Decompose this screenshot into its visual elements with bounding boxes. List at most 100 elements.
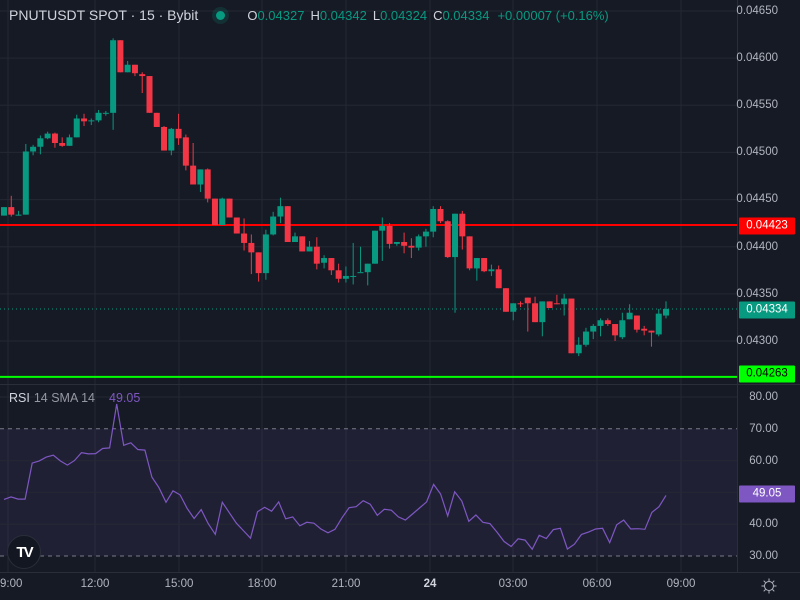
candle-body <box>248 242 255 253</box>
candle-body <box>44 133 51 139</box>
rsi-axis-label: 60.00 <box>749 455 778 467</box>
candle-body <box>422 231 429 237</box>
last-price-tag: 0.04334 <box>739 301 795 319</box>
candle-body <box>270 216 277 235</box>
candle-body <box>241 233 248 243</box>
symbol-legend: PNUTUSDT SPOT · 15 · Bybit O 0.04327 H 0.0… <box>9 7 609 23</box>
candle-body <box>211 198 218 226</box>
change-value: +0.00007 (+0.16%) <box>497 7 609 23</box>
rsi-value-tag: 49.05 <box>739 485 795 503</box>
candle-body <box>401 242 408 246</box>
rsi-legend[interactable]: RSI 14 SMA 14 49.05 <box>9 391 140 405</box>
candle-body <box>153 112 160 127</box>
candle-body <box>175 128 182 139</box>
candle-body <box>219 198 226 226</box>
candle-body <box>495 269 502 289</box>
tradingview-logo-icon[interactable]: TV <box>7 535 41 569</box>
time-label: 06:00 <box>582 578 612 590</box>
candle-body <box>415 236 422 248</box>
time-label: 21:00 <box>331 578 361 590</box>
candle-body <box>350 275 357 277</box>
candle-body <box>532 303 539 323</box>
candle-body <box>313 246 320 264</box>
high-label: H <box>310 7 320 23</box>
candle-body <box>110 40 117 113</box>
pane-divider <box>0 384 800 385</box>
price-label: 0.04650 <box>736 5 778 17</box>
candle-body <box>561 298 568 305</box>
close-value: 0.04334 <box>442 7 490 23</box>
candle-body <box>364 263 371 273</box>
time-label: 09:00 <box>0 578 23 590</box>
candle-body <box>437 209 444 222</box>
candle-body <box>342 275 349 279</box>
candle-body <box>168 128 175 151</box>
price-label: 0.04400 <box>736 241 778 253</box>
rsi-axis-label: 30.00 <box>749 550 778 562</box>
candle-body <box>81 118 88 122</box>
open-label: O <box>247 7 258 23</box>
settings-gear-icon[interactable] <box>761 578 777 594</box>
low-label: L <box>372 7 381 23</box>
candle-body <box>590 325 597 332</box>
price-label: 0.04600 <box>736 52 778 64</box>
candle-body <box>88 120 95 122</box>
candle-body <box>648 330 655 333</box>
rsi-axis-label: 40.00 <box>749 518 778 530</box>
candle-body <box>226 198 233 218</box>
candle-body <box>641 328 648 331</box>
candle-body <box>663 308 669 316</box>
price-label: 0.04300 <box>736 335 778 347</box>
candle-body <box>619 320 626 338</box>
rsi-axis-label: 80.00 <box>749 391 778 403</box>
candle-body <box>22 151 29 215</box>
candle-body <box>459 213 466 237</box>
candle-body <box>633 315 640 330</box>
candle-body <box>473 258 480 269</box>
candle-body <box>466 236 473 269</box>
rsi-value: 49.05 <box>109 391 141 405</box>
time-label: 15:00 <box>164 578 194 590</box>
candle-body <box>539 301 546 323</box>
candle-body <box>444 221 451 258</box>
candle-body <box>452 213 459 258</box>
candle-body <box>233 217 240 234</box>
candle-body <box>95 112 102 121</box>
candle-body <box>328 258 335 271</box>
time-label-day: 24 <box>423 578 437 590</box>
price-label: 0.04550 <box>736 99 778 111</box>
candle-body <box>517 303 524 305</box>
candle-body <box>626 312 633 320</box>
candle-body <box>553 303 560 305</box>
candle-body <box>66 137 73 146</box>
low-value: 0.04324 <box>380 7 428 23</box>
candle-body <box>393 242 400 244</box>
candle-body <box>524 297 531 304</box>
candle-body <box>131 64 138 74</box>
candle-body <box>510 303 517 312</box>
candle-body <box>408 245 415 248</box>
candle-body <box>430 209 437 232</box>
market-status-icon[interactable] <box>216 10 226 20</box>
candle-body <box>124 64 131 73</box>
symbol-title[interactable]: PNUTUSDT SPOT · 15 · Bybit <box>9 7 199 23</box>
candle-body <box>597 320 604 326</box>
price-label: 0.04500 <box>736 146 778 158</box>
time-label: 12:00 <box>80 578 110 590</box>
candle-body <box>102 112 109 114</box>
close-label: C <box>433 7 443 23</box>
candle-body <box>299 236 306 252</box>
candle-body <box>204 169 211 199</box>
candle-body <box>575 344 582 354</box>
resistance-price-tag: 0.04423 <box>739 217 795 235</box>
time-label: 03:00 <box>498 578 528 590</box>
candle-body <box>197 169 204 185</box>
candle-body <box>284 206 291 242</box>
candle-body <box>139 74 146 77</box>
candle-body <box>51 133 58 143</box>
candle-body <box>386 225 393 244</box>
candle-body <box>612 324 619 336</box>
candle-body <box>146 76 153 113</box>
